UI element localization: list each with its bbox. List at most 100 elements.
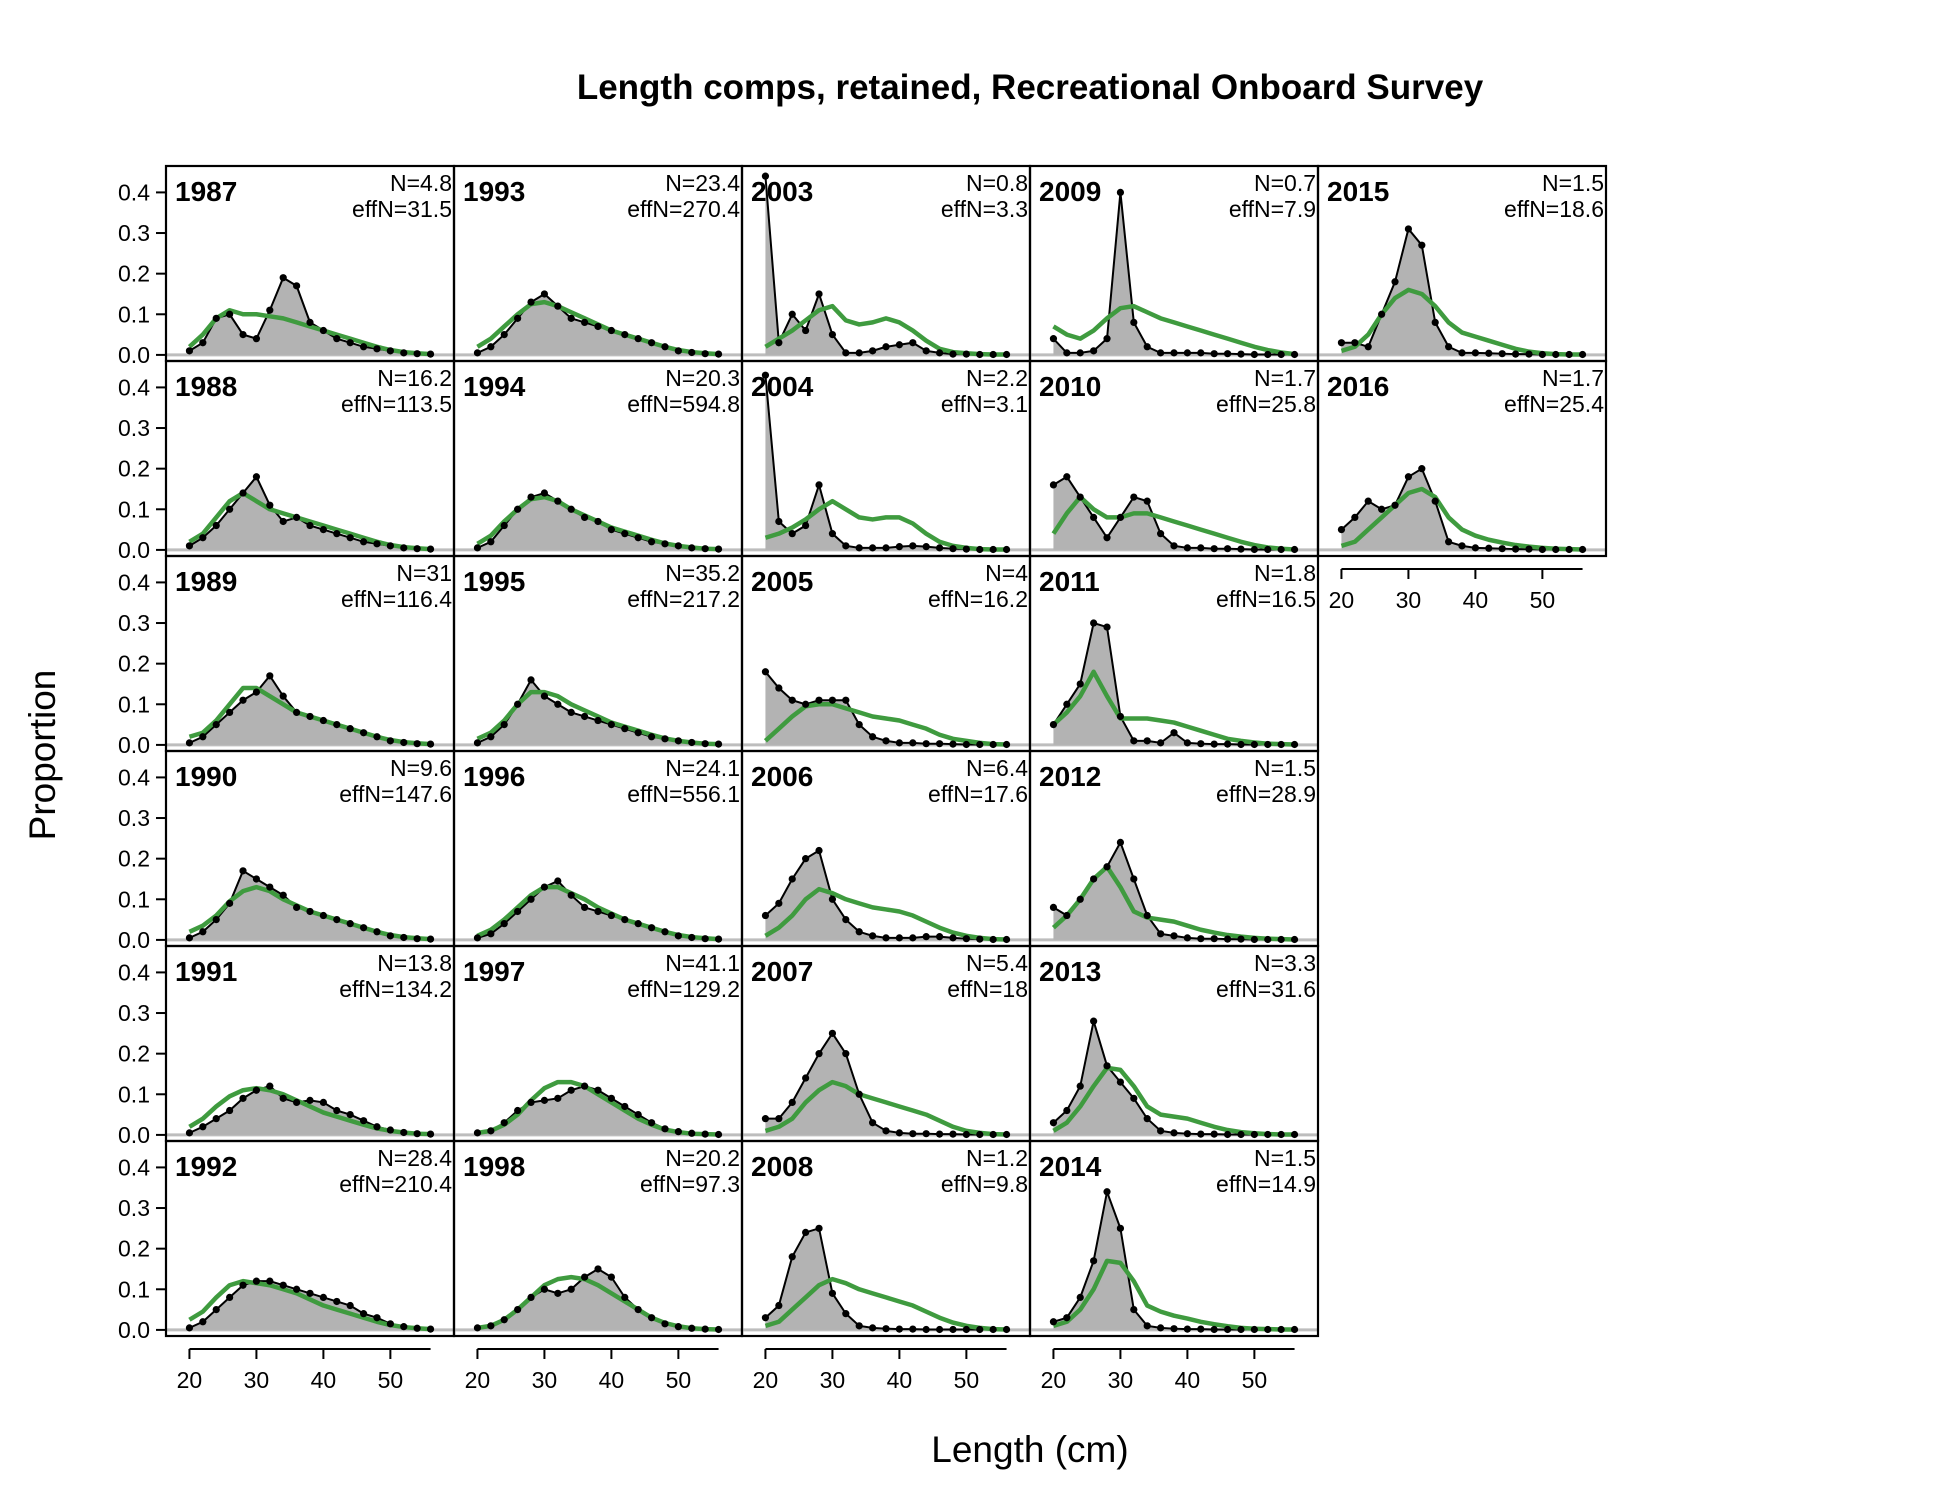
- observed-point: [386, 737, 394, 745]
- x-tick-label: 40: [1463, 587, 1489, 613]
- observed-point: [701, 935, 709, 943]
- observed-point: [976, 350, 984, 359]
- panel-effn-label: effN=116.4: [341, 586, 452, 612]
- observed-point: [581, 513, 589, 522]
- observed-point: [688, 544, 696, 552]
- observed-point: [1237, 350, 1245, 358]
- observed-point: [1103, 534, 1111, 542]
- panel-effn-label: effN=134.2: [339, 976, 452, 1002]
- observed-point: [761, 1314, 770, 1322]
- observed-point: [949, 1130, 957, 1138]
- observed-point: [949, 934, 957, 942]
- observed-point: [1143, 1115, 1151, 1123]
- observed-point: [1063, 911, 1071, 920]
- observed-point: [815, 290, 823, 298]
- observed-point: [346, 1301, 354, 1310]
- observed-point: [333, 915, 341, 924]
- observed-point: [674, 1128, 682, 1136]
- observed-point: [882, 934, 890, 942]
- panel-year-label: 2010: [1039, 371, 1101, 402]
- panel-year-label: 1988: [175, 371, 237, 402]
- observed-point: [346, 920, 354, 928]
- y-tick-label: 0.1: [118, 1081, 150, 1107]
- x-tick-label: 40: [311, 1367, 337, 1393]
- panel-n-label: N=1.7: [1542, 365, 1604, 391]
- observed-point: [855, 928, 863, 936]
- observed-point: [239, 489, 247, 497]
- observed-point: [621, 330, 629, 339]
- observed-point: [567, 1285, 575, 1293]
- y-tick-label: 0.2: [118, 651, 150, 677]
- panel-effn-label: effN=9.8: [941, 1171, 1028, 1197]
- y-tick-label: 0.0: [118, 1317, 150, 1343]
- observed-point: [226, 310, 234, 318]
- observed-point: [1364, 497, 1372, 505]
- panel-frame: [1316, 359, 1608, 558]
- observed-point: [373, 1314, 381, 1322]
- observed-point: [386, 347, 394, 355]
- x-tick-label: 20: [1041, 1367, 1067, 1393]
- observed-point: [802, 521, 810, 530]
- observed-point: [279, 1281, 287, 1289]
- observed-point: [514, 1106, 522, 1115]
- observed-point: [279, 692, 287, 700]
- observed-point: [252, 875, 261, 883]
- observed-point: [1210, 1130, 1218, 1138]
- observed-point: [581, 1273, 589, 1281]
- observed-point: [1183, 739, 1191, 747]
- observed-point: [714, 1130, 723, 1139]
- observed-area: [477, 881, 719, 940]
- observed-point: [1143, 1322, 1151, 1330]
- observed-point: [661, 540, 669, 548]
- panel-n-label: N=20.3: [665, 365, 740, 391]
- observed-point: [855, 720, 863, 729]
- observed-point: [333, 1297, 341, 1306]
- observed-point: [514, 1305, 522, 1314]
- observed-point: [581, 318, 589, 327]
- observed-point: [1143, 737, 1151, 745]
- observed-point: [1157, 1127, 1165, 1135]
- observed-point: [212, 1115, 220, 1123]
- observed-point: [989, 1325, 997, 1334]
- panel-year-label: 2011: [1039, 566, 1100, 597]
- observed-point: [1103, 863, 1111, 871]
- observed-point: [500, 330, 508, 339]
- observed-point: [1485, 349, 1493, 357]
- observed-point: [909, 739, 917, 747]
- x-tick-label: 20: [177, 1367, 203, 1393]
- observed-point: [976, 935, 984, 943]
- y-tick-label: 0.2: [118, 1236, 150, 1262]
- observed-point: [527, 493, 535, 501]
- observed-point: [199, 928, 207, 936]
- panel-n-label: N=35.2: [665, 560, 740, 586]
- observed-point: [989, 350, 997, 359]
- observed-point: [373, 733, 381, 741]
- observed-area: [1053, 1021, 1295, 1135]
- observed-point: [1197, 349, 1205, 357]
- panel-year-label: 1987: [175, 176, 237, 207]
- observed-point: [869, 544, 877, 552]
- y-tick-label: 0.3: [118, 1000, 150, 1026]
- observed-point: [1170, 729, 1178, 737]
- observed-point: [714, 1325, 723, 1334]
- observed-point: [688, 738, 696, 747]
- observed-point: [346, 725, 354, 733]
- observed-point: [775, 899, 783, 907]
- observed-point: [674, 1323, 682, 1331]
- observed-point: [1183, 934, 1191, 942]
- observed-point: [426, 740, 435, 748]
- panel-n-label: N=0.7: [1254, 170, 1316, 196]
- x-tick-label: 30: [1396, 587, 1422, 613]
- y-tick-label: 0.1: [118, 301, 150, 327]
- observed-point: [581, 903, 589, 912]
- observed-point: [1210, 545, 1218, 553]
- observed-point: [1445, 538, 1453, 546]
- observed-point: [359, 729, 368, 737]
- panel-year-label: 2004: [751, 371, 814, 402]
- panel-n-label: N=24.1: [665, 755, 740, 781]
- observed-area: [765, 850, 1007, 940]
